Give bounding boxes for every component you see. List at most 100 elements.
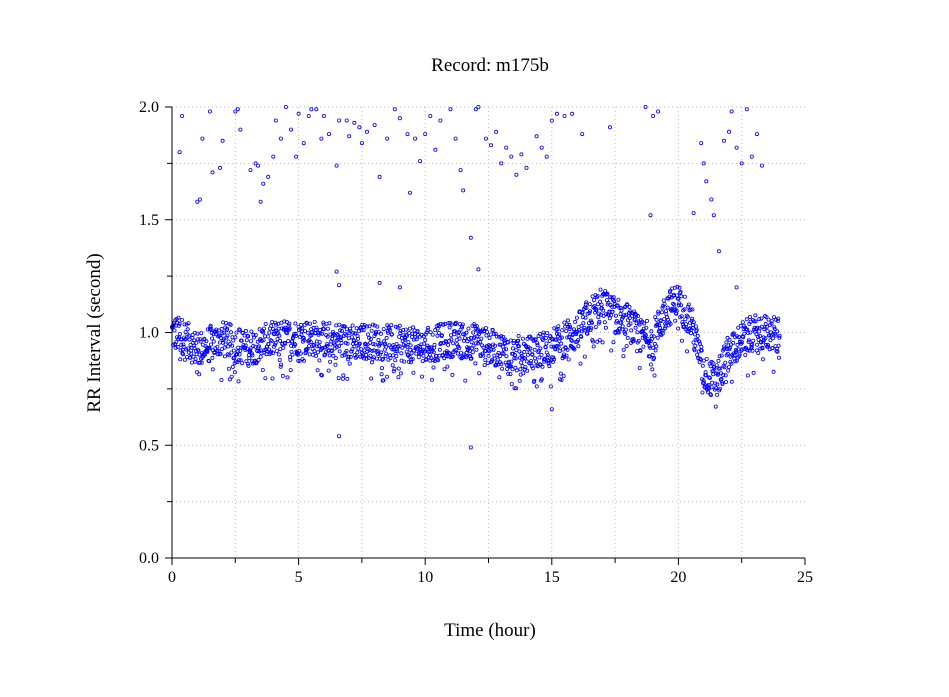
data-point <box>455 342 460 347</box>
data-point <box>731 340 736 345</box>
data-point <box>686 304 691 309</box>
data-point <box>772 326 777 331</box>
data-point <box>218 351 223 356</box>
data-point <box>580 132 585 137</box>
data-point <box>315 368 320 373</box>
data-point <box>420 359 425 364</box>
data-point <box>236 358 241 363</box>
data-point <box>676 303 681 308</box>
data-point <box>251 343 256 348</box>
data-point <box>352 120 357 125</box>
data-point <box>513 356 518 361</box>
data-point <box>367 324 372 329</box>
data-point <box>654 317 659 322</box>
data-point <box>680 338 685 343</box>
data-point <box>328 359 333 364</box>
data-point <box>765 342 770 347</box>
data-point <box>581 327 586 332</box>
data-point <box>271 154 276 159</box>
data-point <box>333 356 338 361</box>
data-point <box>393 324 398 329</box>
data-point <box>396 375 401 380</box>
data-point <box>337 118 342 123</box>
data-point <box>223 321 228 326</box>
data-point <box>419 374 424 379</box>
data-point <box>436 358 441 363</box>
data-point <box>771 369 776 374</box>
data-point <box>472 324 477 329</box>
data-point <box>424 330 429 335</box>
data-point <box>736 325 741 330</box>
data-point <box>569 338 574 343</box>
data-point <box>413 136 418 141</box>
data-point <box>347 331 352 336</box>
data-point <box>355 336 360 341</box>
data-point <box>238 127 243 132</box>
data-point <box>717 386 722 391</box>
data-point <box>558 371 563 376</box>
data-point <box>488 143 493 148</box>
data-point <box>737 352 742 357</box>
data-point <box>349 349 354 354</box>
data-point <box>437 347 442 352</box>
data-point <box>291 333 296 338</box>
data-point <box>643 105 648 110</box>
data-point <box>234 330 239 335</box>
data-point <box>369 328 374 333</box>
data-point <box>642 321 647 326</box>
data-point <box>244 338 249 343</box>
data-point <box>619 320 624 325</box>
data-point <box>683 317 688 322</box>
data-point <box>777 335 782 340</box>
data-point <box>371 342 376 347</box>
data-point <box>422 341 427 346</box>
data-point <box>748 330 753 335</box>
data-point <box>195 331 200 336</box>
data-point <box>377 174 382 179</box>
data-point <box>363 342 368 347</box>
data-point <box>344 348 349 353</box>
data-point <box>207 359 212 364</box>
data-point <box>613 313 618 318</box>
data-point <box>394 353 399 358</box>
data-point <box>190 335 195 340</box>
data-point <box>479 329 484 334</box>
data-point <box>503 337 508 342</box>
data-point <box>439 341 444 346</box>
data-point <box>221 338 226 343</box>
data-point <box>469 340 474 345</box>
data-point <box>541 332 546 337</box>
data-point <box>497 354 502 359</box>
data-point <box>713 381 718 386</box>
data-point <box>246 363 251 368</box>
data-point <box>606 300 611 305</box>
data-point <box>189 351 194 356</box>
data-point <box>427 352 432 357</box>
data-point <box>596 302 601 307</box>
data-point <box>177 150 182 155</box>
data-point <box>649 334 654 339</box>
data-point <box>544 154 549 159</box>
data-point <box>266 342 271 347</box>
data-point <box>578 361 583 366</box>
data-point <box>652 373 657 378</box>
data-point <box>346 355 351 360</box>
data-point <box>535 341 540 346</box>
x-tick-label: 0 <box>168 569 176 586</box>
data-point <box>343 340 348 345</box>
data-point <box>428 114 433 119</box>
data-point <box>501 347 506 352</box>
data-point <box>291 335 296 340</box>
data-point <box>349 335 354 340</box>
data-point <box>334 344 339 349</box>
data-point <box>616 330 621 335</box>
data-point <box>337 283 342 288</box>
data-point <box>423 337 428 342</box>
data-point <box>385 330 390 335</box>
data-point <box>297 358 302 363</box>
data-point <box>182 357 187 362</box>
data-point <box>375 324 380 329</box>
data-point <box>565 335 570 340</box>
data-point <box>276 326 281 331</box>
data-point <box>520 336 525 341</box>
